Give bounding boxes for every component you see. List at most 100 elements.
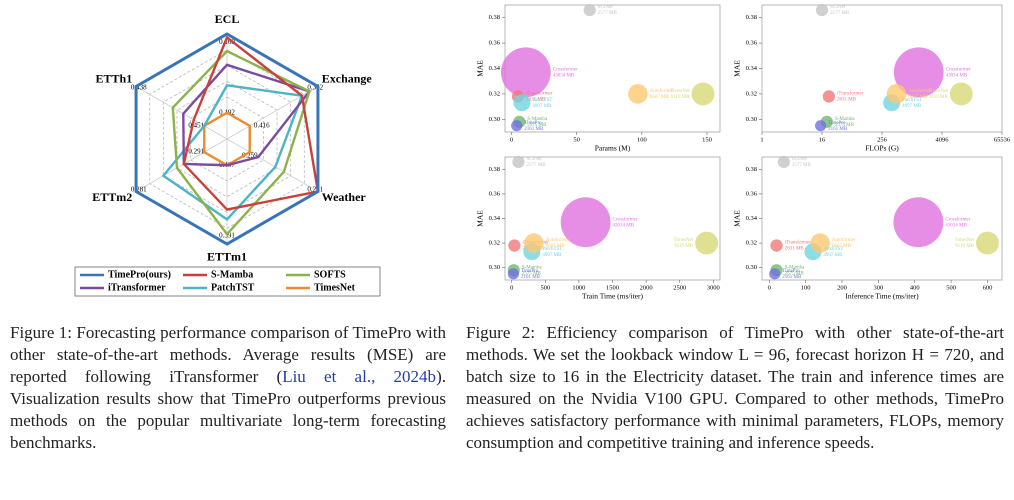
bubble-name: PatchTST — [823, 247, 843, 252]
bubble-name: Autoformer — [908, 89, 932, 94]
bubble-name: SCINet — [598, 5, 614, 10]
bubble-name: S-Mamba — [835, 117, 856, 122]
radar-series — [134, 32, 320, 246]
radar-axis-label: ETTm2 — [92, 190, 132, 204]
bubble-name: TimePro — [521, 269, 539, 274]
bubble-name: SCINet — [792, 157, 808, 162]
bubble-memory: 6607 MB — [546, 244, 566, 249]
citation[interactable]: Liu et al., 2024b — [282, 367, 437, 386]
bubble — [810, 233, 830, 253]
bubble — [822, 90, 836, 103]
bubble-name: Crossformer — [613, 217, 638, 222]
radar-best-label: 0.281 — [131, 186, 147, 194]
radar-series — [171, 49, 311, 237]
x-tick-label: 65536 — [994, 136, 1011, 143]
bubble-name: S-Mamba — [785, 265, 806, 270]
radar-axis-label: Weather — [322, 190, 367, 204]
y-tick-label: 0.34 — [489, 215, 501, 222]
y-tick-label: 0.30 — [489, 116, 500, 123]
radar-axis-label: ETTh1 — [96, 71, 133, 85]
bubble-name: TimePro — [524, 121, 542, 126]
bubble-name: SCINet — [527, 157, 543, 162]
bubble — [508, 239, 521, 252]
bubble-memory: 4997 MB — [823, 253, 843, 258]
bubble-name: TimesNet — [928, 89, 948, 94]
bubble-memory: 4997 MB — [902, 104, 922, 109]
bubble-name: Autoformer — [832, 238, 856, 243]
figures: ECL0.1690.192Exchange0.3520.416Weather0.… — [74, 3, 1011, 301]
bubble-name: Autoformer — [650, 89, 674, 94]
x-tick-label: 500 — [946, 284, 956, 291]
bubble-name: Crossformer — [946, 67, 971, 72]
bubble — [513, 94, 531, 112]
y-tick-label: 0.36 — [489, 190, 501, 197]
radar-axis-label: Exchange — [322, 71, 373, 85]
bubble — [512, 155, 525, 169]
bubble — [511, 120, 523, 132]
y-tick-label: 0.32 — [489, 90, 500, 97]
bubble — [769, 268, 781, 280]
x-tick-label: 4096 — [936, 136, 950, 143]
bubble-memory: 6607 MB — [650, 95, 670, 100]
radar-series — [182, 35, 320, 211]
bubble-name: TimesNet — [954, 238, 974, 243]
bubble-name: TimesNet — [670, 89, 690, 94]
bubble — [886, 84, 907, 104]
x-tick-label: 16 — [819, 136, 826, 143]
y-axis-label: MAE — [733, 210, 742, 227]
radar-worst-label: 0.451 — [188, 121, 204, 129]
bubble-name: iTransformer — [526, 92, 553, 97]
radar-worst-label: 0.291 — [188, 148, 204, 156]
y-tick-label: 0.34 — [746, 65, 758, 72]
bubble — [507, 268, 519, 280]
x-tick-label: 2000 — [640, 284, 653, 291]
bubble — [975, 231, 999, 255]
caption-text: ). Visualization results show that TimeP… — [10, 367, 446, 452]
bubble-memory: 6607 MB — [832, 244, 852, 249]
y-tick-label: 0.30 — [746, 116, 757, 123]
y-tick-label: 0.36 — [489, 40, 501, 47]
bubble — [583, 3, 596, 17]
bubble-memory: 2575 MB — [785, 271, 805, 276]
radar-best-label: 0.438 — [131, 84, 147, 92]
bubble-name: PatchTST — [542, 247, 562, 252]
y-tick-label: 0.38 — [746, 166, 757, 173]
y-tick-label: 0.32 — [746, 90, 757, 97]
bubble-memory: 9119 MB — [674, 244, 694, 249]
legend-label: TimePro(ours) — [108, 269, 171, 280]
x-tick-label: 500 — [540, 284, 550, 291]
x-tick-label: 100 — [637, 136, 647, 143]
y-axis-label: MAE — [476, 60, 485, 77]
radar-worst-label: 0.259 — [242, 152, 258, 160]
y-tick-label: 0.36 — [746, 40, 758, 47]
y-tick-label: 0.34 — [746, 215, 758, 222]
x-tick-label: 400 — [910, 284, 920, 291]
x-tick-label: 200 — [837, 284, 847, 291]
x-tick-label: 50 — [573, 136, 580, 143]
legend-label: TimesNet — [314, 282, 356, 293]
bubble-memory: 2575 MB — [527, 123, 547, 128]
x-axis-label: FLOPs (G) — [865, 144, 899, 153]
bubble — [770, 239, 783, 252]
y-axis-label: MAE — [476, 210, 485, 227]
radar-best-label: 0.352 — [307, 84, 323, 92]
radar-best-label: 0.251 — [307, 186, 323, 194]
bubble-memory: 9119 MB — [671, 95, 691, 100]
y-tick-label: 0.30 — [746, 264, 757, 271]
bubble-memory: 9119 MB — [955, 244, 975, 249]
bubble-memory: 2575 MB — [522, 271, 542, 276]
bubble-name: Autoformer — [546, 238, 570, 243]
bubble — [691, 82, 715, 106]
bubble-memory: 2631 MB — [785, 247, 805, 252]
bubble-name: TimePro — [782, 269, 800, 274]
bubble-memory: 2631 MB — [526, 98, 546, 103]
bubble-memory: 2577 MB — [830, 11, 850, 16]
y-tick-label: 0.30 — [489, 264, 500, 271]
y-tick-label: 0.36 — [746, 190, 758, 197]
bubble — [777, 155, 790, 169]
bubble — [560, 197, 611, 248]
x-tick-label: 100 — [801, 284, 811, 291]
legend-label: SOFTS — [314, 269, 346, 280]
bubble — [949, 82, 973, 106]
bubble — [695, 231, 719, 255]
